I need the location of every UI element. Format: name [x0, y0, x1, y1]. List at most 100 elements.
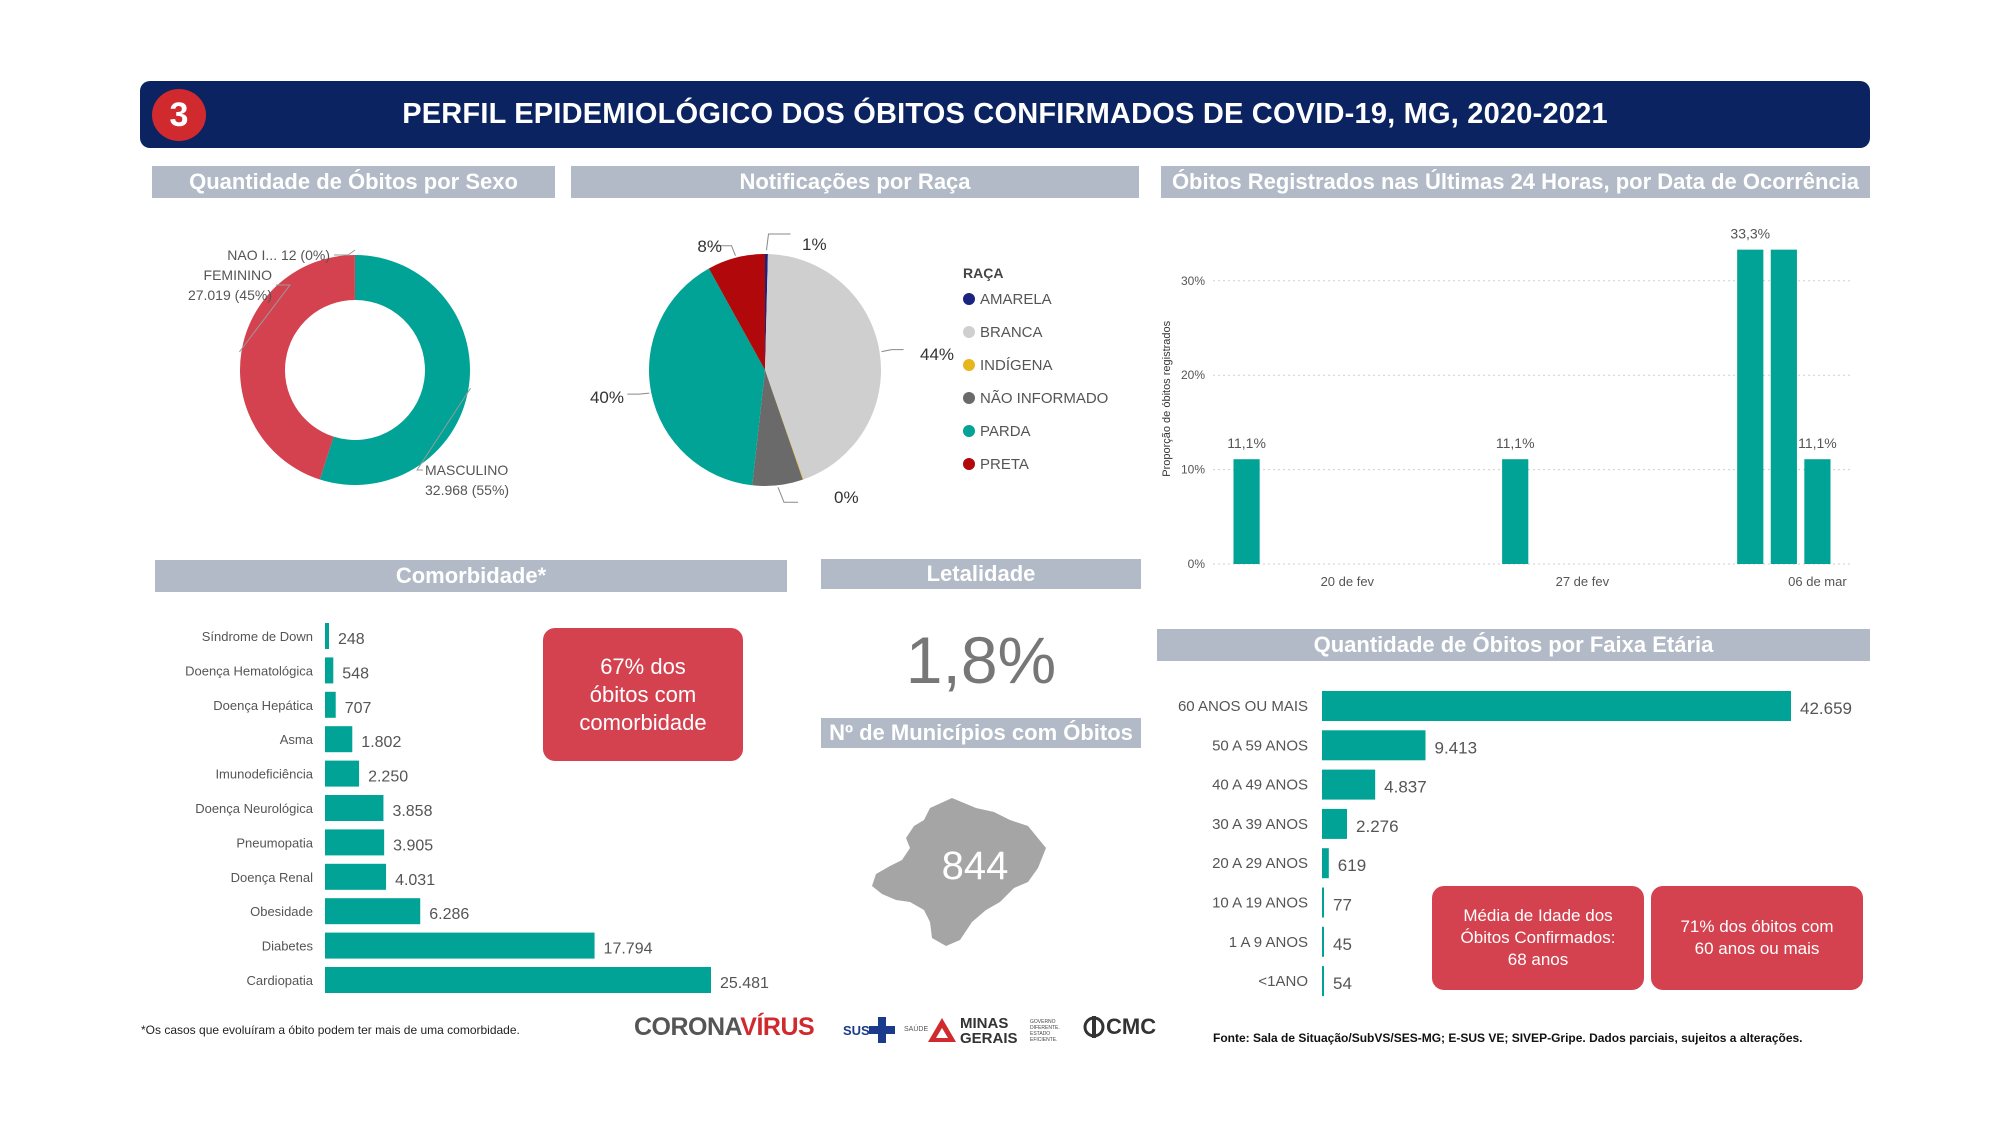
category-label: 40 A 49 ANOS — [1212, 777, 1308, 794]
bar-sindrome-de-down — [325, 623, 329, 649]
donut-slice-feminino — [240, 255, 355, 480]
footer-note: *Os casos que evoluíram a óbito podem te… — [141, 1023, 520, 1037]
category-label: Pneumopatia — [236, 835, 313, 850]
minas-gerais-map — [872, 798, 1046, 946]
donut-label-feminino: 27.019 (45%) — [188, 287, 272, 303]
pie-slice-amarela — [765, 254, 768, 370]
elderly-deaths-callout: 71% dos óbitos com 60 anos ou mais — [1651, 886, 1863, 990]
bar-value-label: 4.031 — [395, 872, 435, 889]
bar-cardiopatia — [325, 967, 711, 993]
donut-label-masculino: 32.968 (55%) — [425, 482, 509, 498]
bar-1ano — [1322, 966, 1324, 997]
bar-doenca-hepatica — [325, 691, 336, 718]
pie-leader-amarela — [765, 233, 791, 251]
bar-value-label: 42.659 — [1800, 699, 1852, 718]
bar-obesidade — [325, 898, 421, 925]
municipalities-section-title: Nº de Municípios com Óbitos — [821, 718, 1141, 748]
bar-10-a-19-anos — [1322, 887, 1324, 918]
bar-value-label: 77 — [1333, 896, 1352, 915]
category-label: 20 A 29 ANOS — [1212, 855, 1308, 872]
sus-cross-icon — [869, 1017, 895, 1043]
category-label: Cardiopatia — [247, 973, 314, 988]
pie-leader-branca — [881, 349, 904, 353]
race-pie-chart: 1% 44% 0% 40% 8% RAÇA AMARELA BRANCA INDÍGENA NÃO… — [590, 233, 1108, 507]
coronavirus-logo: CORONAVÍRUS — [634, 1013, 815, 1042]
pie-label-nao-informado: 0% — [834, 488, 859, 507]
legend-marker-indigena — [963, 359, 975, 371]
age-bar-chart: 60 ANOS OU MAIS 42.659 50 A 59 ANOS 9.413 40… — [1178, 691, 1852, 997]
sus-logo: SUS — [843, 1023, 870, 1038]
data-source: Fonte: Sala de Situação/SubVS/SES-MG; E-… — [1213, 1031, 1803, 1045]
category-label: Doença Hepática — [213, 698, 313, 713]
bar-value-label: 3.858 — [392, 803, 432, 820]
bar-value-label: 2.276 — [1356, 817, 1399, 836]
bar-value-label: 2.250 — [368, 769, 408, 786]
category-label: <1ANO — [1258, 973, 1308, 990]
pie-label-parda: 40% — [590, 388, 624, 407]
category-label: Obesidade — [250, 904, 313, 919]
comorbidity-bar-chart: Síndrome de Down 248 Doença Hematológica 54… — [185, 623, 769, 993]
y-tick-label: 20% — [1181, 368, 1205, 382]
bar-60-anos-ou-mais — [1322, 691, 1791, 721]
category-label: 10 A 19 ANOS — [1212, 895, 1308, 912]
legend-marker-branca — [963, 326, 975, 338]
bar-value-label: 3.905 — [393, 837, 433, 854]
bar-asma — [325, 726, 353, 753]
comorbidity-callout: 67% dos óbitos com comorbidade — [543, 628, 743, 761]
bar-value-label: 17.794 — [604, 941, 653, 958]
column-value-label: 11,1% — [1227, 435, 1266, 451]
category-label: 50 A 59 ANOS — [1212, 737, 1308, 754]
municipalities-value: 844 — [941, 844, 1009, 888]
donut-slice-masculino — [319, 255, 470, 485]
bar-value-label: 25.481 — [720, 975, 769, 992]
bar-doenca-hematologica — [325, 657, 334, 684]
pie-slice-indigena — [765, 370, 804, 480]
bar-pneumopatia — [325, 829, 385, 856]
legend-label-parda: PARDA — [980, 423, 1031, 440]
age-section-title: Quantidade de Óbitos por Faixa Etária — [1157, 629, 1870, 661]
legend-marker-amarela — [963, 293, 975, 305]
bar-30-a-39-anos — [1322, 808, 1348, 839]
column-bar — [1502, 459, 1529, 564]
bar-50-a-59-anos — [1322, 730, 1426, 761]
column-value-label: 11,1% — [1798, 435, 1837, 451]
category-label: 30 A 39 ANOS — [1212, 816, 1308, 833]
x-tick-label: 06 de mar — [1788, 574, 1847, 589]
pie-label-branca: 44% — [920, 345, 954, 364]
lethality-value: 1,8% — [905, 623, 1057, 697]
bar-value-label: 1.802 — [361, 734, 401, 751]
column-value-label: 33,3% — [1730, 226, 1770, 242]
y-tick-label: 10% — [1181, 463, 1205, 477]
category-label: Asma — [280, 732, 314, 747]
y-axis-label: Proporção de óbitos registrados — [1161, 320, 1173, 476]
bar-20-a-29-anos — [1322, 848, 1329, 879]
column-bar — [1737, 249, 1764, 564]
legend-label-indigena: INDÍGENA — [980, 357, 1053, 374]
pie-leader-preta — [715, 245, 736, 256]
category-label: Doença Hematológica — [185, 663, 314, 678]
bar-1-a-9-anos — [1322, 926, 1324, 957]
coronavirus-logo-b: VÍRUS — [740, 1013, 815, 1041]
legend-label-amarela: AMARELA — [980, 291, 1052, 308]
pie-slice-branca — [765, 254, 881, 480]
lethality-section-title: Letalidade — [821, 559, 1141, 589]
bar-value-label: 4.837 — [1384, 778, 1427, 797]
race-section-title: Notificações por Raça — [571, 166, 1139, 198]
saude-logo: SAÚDE — [904, 1026, 929, 1033]
cmc-globe-icon — [1083, 1016, 1105, 1038]
column-bar — [1770, 249, 1797, 564]
donut-label-feminino: FEMININO — [204, 267, 273, 283]
bar-diabetes — [325, 932, 595, 959]
category-label: 1 A 9 ANOS — [1229, 934, 1308, 951]
category-label: 60 ANOS OU MAIS — [1178, 698, 1308, 715]
pie-slice-nao-informado — [752, 370, 803, 486]
bar-value-label: 9.413 — [1434, 738, 1477, 757]
donut-leader-nao-i — [334, 249, 356, 256]
x-tick-label: 27 de fev — [1556, 574, 1610, 589]
sex-donut-chart: MASCULINO 32.968 (55%) FEMININO 27.019 (45%… — [188, 247, 509, 498]
pie-leader-nao-informado — [777, 487, 799, 503]
category-label: Doença Renal — [231, 870, 313, 885]
last24h-section-title: Óbitos Registrados nas Últimas 24 Horas,… — [1161, 166, 1870, 198]
column-bar — [1233, 459, 1260, 564]
cmc-logo: CMC — [1106, 1014, 1157, 1039]
